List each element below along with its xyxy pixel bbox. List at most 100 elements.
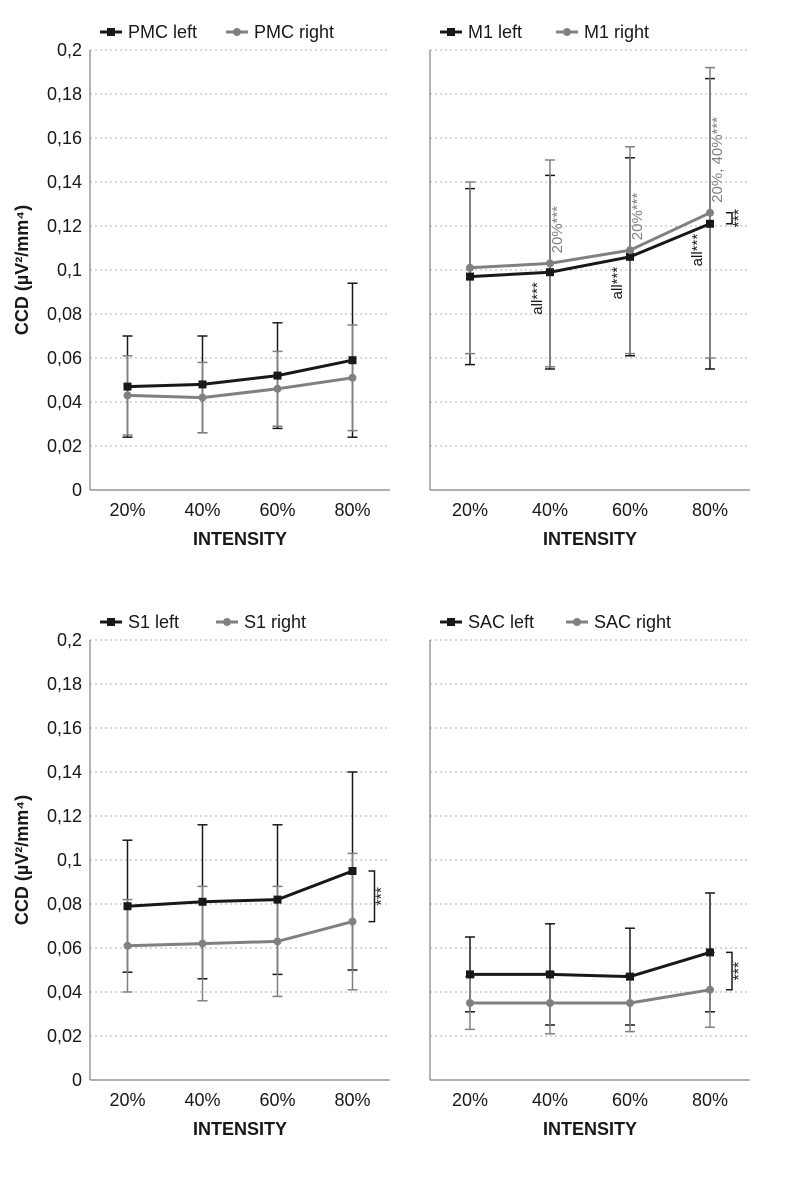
marker-circle (466, 999, 474, 1007)
series-line-left (470, 952, 710, 976)
marker-square (274, 896, 282, 904)
marker-square (546, 970, 554, 978)
x-tick-label: 20% (452, 500, 488, 520)
x-tick-label: 40% (532, 1090, 568, 1110)
legend-label: PMC left (128, 22, 197, 42)
x-tick-label: 40% (184, 1090, 220, 1110)
panel-s1: 0 0,02 0,04 0,06 0,08 0,1 0,12 0,14 0,16 0,18 0,2 2… (10, 600, 430, 1190)
y-tick-label: 0 (72, 480, 82, 500)
significance-label: 20%, 40%*** (709, 117, 726, 203)
marker-circle (349, 918, 357, 926)
marker-circle (546, 259, 554, 267)
x-axis-label: INTENSITY (193, 529, 287, 549)
y-tick-label: 0,06 (47, 938, 82, 958)
marker-square (274, 372, 282, 380)
series-line-left (470, 224, 710, 277)
significance-label: all*** (609, 267, 626, 300)
y-tick-label: 0,2 (57, 630, 82, 650)
marker-square (124, 383, 132, 391)
y-tick-label: 0,1 (57, 260, 82, 280)
marker-square (124, 902, 132, 910)
x-axis-label: INTENSITY (543, 529, 637, 549)
y-tick-label: 0,18 (47, 674, 82, 694)
x-tick-label: 80% (334, 1090, 370, 1110)
marker-circle (626, 999, 634, 1007)
marker-circle (546, 999, 554, 1007)
marker-square (349, 356, 357, 364)
marker-square (466, 970, 474, 978)
marker-square (199, 380, 207, 388)
y-tick-label: 0,04 (47, 982, 82, 1002)
significance-label: 20%*** (629, 193, 646, 241)
y-tick-label: 0,08 (47, 894, 82, 914)
marker-square (706, 948, 714, 956)
panel-pmc: 0 0,02 0,04 0,06 0,08 0,1 0,12 0,14 0,16 0,18 0,2 2… (10, 10, 430, 600)
panel-sac: 20% 40% 60% 80% INTENSITY SAC left SAC right **… (410, 600, 787, 1190)
x-tick-label: 80% (692, 1090, 728, 1110)
marker-circle (466, 264, 474, 272)
series-line-left (128, 871, 353, 906)
sig-bracket-label: *** (374, 887, 391, 906)
marker-circle (274, 385, 282, 393)
x-tick-label: 80% (334, 500, 370, 520)
legend-label: S1 right (244, 612, 306, 632)
x-tick-label: 60% (259, 1090, 295, 1110)
figure-root: 0 0,02 0,04 0,06 0,08 0,1 0,12 0,14 0,16 0,18 0,2 2… (10, 10, 777, 1186)
y-tick-label: 0,12 (47, 806, 82, 826)
x-tick-label: 60% (259, 500, 295, 520)
marker-circle (124, 391, 132, 399)
y-axis-label: CCD (µV²/mm⁴) (12, 795, 32, 925)
x-tick-label: 80% (692, 500, 728, 520)
y-tick-label: 0,16 (47, 718, 82, 738)
x-tick-label: 20% (109, 1090, 145, 1110)
legend-label: M1 right (584, 22, 649, 42)
marker-circle (199, 394, 207, 402)
y-tick-label: 0,06 (47, 348, 82, 368)
y-tick-label: 0,02 (47, 436, 82, 456)
y-tick-label: 0,16 (47, 128, 82, 148)
marker-circle (626, 246, 634, 254)
marker-square (706, 220, 714, 228)
significance-label: all*** (529, 282, 546, 315)
marker-square (349, 867, 357, 875)
y-tick-label: 0,18 (47, 84, 82, 104)
legend-label: M1 left (468, 22, 522, 42)
marker-circle (199, 940, 207, 948)
marker-square (466, 273, 474, 281)
marker-square (626, 973, 634, 981)
x-tick-label: 60% (612, 1090, 648, 1110)
x-axis-label: INTENSITY (193, 1119, 287, 1139)
x-axis-label: INTENSITY (543, 1119, 637, 1139)
marker-square (546, 268, 554, 276)
significance-label: all*** (689, 234, 706, 267)
x-tick-label: 20% (109, 500, 145, 520)
marker-circle (706, 986, 714, 994)
legend-label: SAC left (468, 612, 534, 632)
marker-circle (706, 209, 714, 217)
y-axis-label: CCD (µV²/mm⁴) (12, 205, 32, 335)
series-line-right (470, 213, 710, 268)
y-tick-label: 0,2 (57, 40, 82, 60)
y-tick-label: 0,14 (47, 172, 82, 192)
y-tick-label: 0,02 (47, 1026, 82, 1046)
x-tick-label: 40% (184, 500, 220, 520)
marker-circle (124, 942, 132, 950)
marker-square (199, 898, 207, 906)
significance-label: 20%*** (549, 206, 566, 254)
y-tick-label: 0,08 (47, 304, 82, 324)
y-tick-label: 0,12 (47, 216, 82, 236)
y-tick-label: 0,14 (47, 762, 82, 782)
y-tick-label: 0,04 (47, 392, 82, 412)
legend-label: PMC right (254, 22, 334, 42)
marker-circle (349, 374, 357, 382)
x-tick-label: 40% (532, 500, 568, 520)
sig-bracket-label: *** (731, 962, 748, 981)
panel-m1: 20%40%60%80%INTENSITYM1 leftM1 rightall*… (410, 10, 787, 600)
y-tick-label: 0,1 (57, 850, 82, 870)
y-tick-label: 0 (72, 1070, 82, 1090)
sig-bracket-label: *** (731, 209, 748, 228)
x-tick-label: 20% (452, 1090, 488, 1110)
marker-circle (274, 937, 282, 945)
legend-label: SAC right (594, 612, 671, 632)
series-line-right (128, 922, 353, 946)
